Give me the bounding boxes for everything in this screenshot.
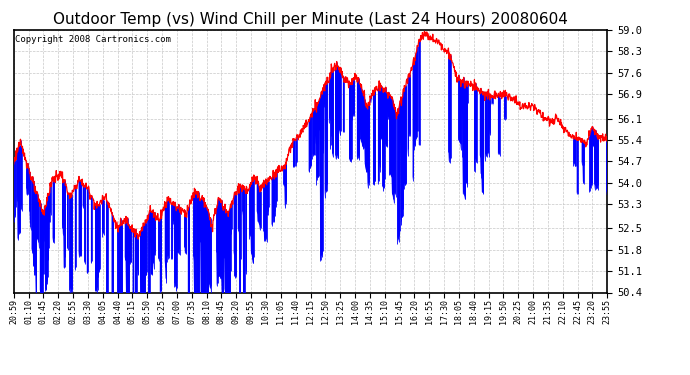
Text: Copyright 2008 Cartronics.com: Copyright 2008 Cartronics.com [15, 35, 171, 44]
Title: Outdoor Temp (vs) Wind Chill per Minute (Last 24 Hours) 20080604: Outdoor Temp (vs) Wind Chill per Minute … [53, 12, 568, 27]
